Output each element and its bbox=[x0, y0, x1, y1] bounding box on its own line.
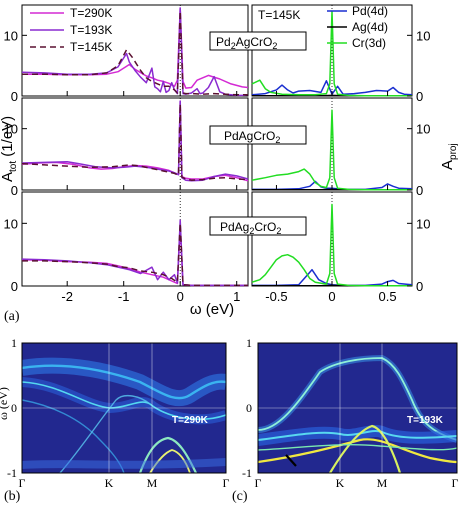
left-series-t-290k-panel-1 bbox=[22, 7, 249, 89]
right-series-cr-3d-panel-3 bbox=[251, 203, 412, 287]
right-xtick-label-1: 0 bbox=[328, 289, 335, 304]
map-b-frame bbox=[21, 342, 227, 474]
left-ytick-label-3-1: 10 bbox=[4, 216, 18, 231]
left-xtick-label-1: -1 bbox=[118, 289, 130, 304]
left-series-t-193k-panel-1 bbox=[21, 7, 249, 97]
right-series-cr-3d-panel-2 bbox=[251, 109, 412, 191]
left-ytick-label-2-1: 10 bbox=[4, 122, 18, 137]
legend-orbitals: Pd(4d) Ag(4d) Cr(3d) bbox=[327, 4, 388, 50]
right-axis-ticks: 0 10 0 10 0 10 -0.5 0 0.5 bbox=[265, 28, 430, 304]
left-xtick-label-3: 1 bbox=[233, 289, 240, 304]
left-axis-ticks: 0 10 0 10 0 10 -2 -1 0 1 bbox=[4, 28, 241, 304]
right-xtick-label-2: 0.5 bbox=[379, 289, 397, 304]
panel-a: 0 10 0 10 0 10 -2 -1 0 1 0 10 0 10 0 10 -0.5 0 0.5 Pd2AgC… bbox=[0, 4, 459, 324]
svg-text:PdAg2CrO2: PdAg2CrO2 bbox=[220, 220, 281, 236]
panel-label-b: (b) bbox=[4, 489, 21, 504]
map-b-xtick-gamma1: Γ bbox=[19, 476, 26, 490]
map-b-xtick-gamma2: Γ bbox=[223, 476, 230, 490]
panel-b-map: T=290K 1 0 -1 Γ K M Γ ω (eV) (b) bbox=[0, 336, 230, 504]
map-c-ytick-0: 0 bbox=[246, 401, 252, 415]
left-ytick-label-2-0: 0 bbox=[11, 183, 18, 198]
map-b-temperature: T=290K bbox=[172, 415, 209, 426]
map-b-bands bbox=[22, 357, 226, 473]
right-xtick-label-0: -0.5 bbox=[265, 289, 287, 304]
legend-label-290: T=290K bbox=[70, 6, 112, 20]
legend-temperature: T=290K T=193K T=145K bbox=[30, 6, 112, 54]
map-b-ytick-m1: -1 bbox=[7, 466, 17, 480]
left-ytick-label-3-0: 0 bbox=[11, 279, 18, 294]
legend-label-145: T=145K bbox=[70, 40, 112, 54]
right-ytick-label-2-0: 0 bbox=[416, 183, 423, 198]
left-ytick-label-1-0: 0 bbox=[11, 89, 18, 104]
map-c-xtick-gamma2: Γ bbox=[452, 476, 459, 490]
svg-text:PdAgCrO2: PdAgCrO2 bbox=[224, 129, 280, 145]
map-b-ylabel: ω (eV) bbox=[0, 387, 10, 420]
compound-label-2: PdAgCrO2 bbox=[209, 125, 307, 145]
right-ytick-label-3-0: 0 bbox=[416, 279, 423, 294]
map-c-frame bbox=[257, 342, 458, 474]
right-ytick-label-1-0: 0 bbox=[416, 89, 423, 104]
right-ytick-label-1-1: 10 bbox=[416, 28, 430, 43]
legend-label-pd: Pd(4d) bbox=[352, 4, 388, 18]
x-axis-label: ω (eV) bbox=[190, 301, 234, 318]
right-ytick-label-3-1: 10 bbox=[416, 216, 430, 231]
legend-label-cr: Cr(3d) bbox=[352, 36, 386, 50]
map-b-xtick-m: M bbox=[147, 476, 158, 490]
right-ytick-label-2-1: 10 bbox=[416, 122, 430, 137]
left-xtick-label-0: -2 bbox=[61, 289, 73, 304]
left-series-t-145k-panel-3 bbox=[22, 222, 248, 287]
map-c-ytick-m1: -1 bbox=[242, 466, 252, 480]
left-frame-3 bbox=[21, 191, 249, 287]
panel-c-map: T=193K 1 0 -1 Γ K M Γ (c) bbox=[232, 336, 459, 504]
map-b-ytick-0: 0 bbox=[11, 401, 17, 415]
map-c-xtick-m: M bbox=[377, 476, 388, 490]
right-series-cr-3d-panel-1 bbox=[251, 10, 412, 97]
compound-label-3: PdAg2CrO2 bbox=[209, 216, 307, 236]
annotation-temperature: T=145K bbox=[258, 8, 300, 22]
left-xtick-label-2: 0 bbox=[177, 289, 184, 304]
left-ytick-label-1-1: 10 bbox=[4, 28, 18, 43]
map-b-ytick-1: 1 bbox=[11, 336, 17, 350]
legend-label-ag: Ag(4d) bbox=[352, 20, 388, 34]
legend-label-193: T=193K bbox=[70, 23, 112, 37]
svg-text:Pd2AgCrO2: Pd2AgCrO2 bbox=[216, 35, 277, 51]
left-plot-lines bbox=[21, 5, 249, 287]
left-series-t-145k-panel-1 bbox=[22, 10, 248, 96]
panel-label-a: (a) bbox=[4, 309, 20, 324]
map-c-ytick-1: 1 bbox=[246, 336, 252, 350]
map-b-xtick-k: K bbox=[105, 476, 114, 490]
map-c-xtick-k: K bbox=[336, 476, 345, 490]
panel-label-c: (c) bbox=[232, 489, 248, 504]
y-axis-label-left: Atot (1/eV) bbox=[0, 116, 19, 182]
y-axis-label-right: Aproj bbox=[439, 143, 459, 170]
left-series-t-193k-panel-2 bbox=[21, 100, 249, 182]
map-c-temperature: T=193K bbox=[407, 415, 444, 426]
left-series-t-145k-panel-2 bbox=[21, 103, 249, 181]
compound-label-1: Pd2AgCrO2 bbox=[209, 31, 307, 51]
map-c-xtick-gamma1: Γ bbox=[255, 476, 262, 490]
